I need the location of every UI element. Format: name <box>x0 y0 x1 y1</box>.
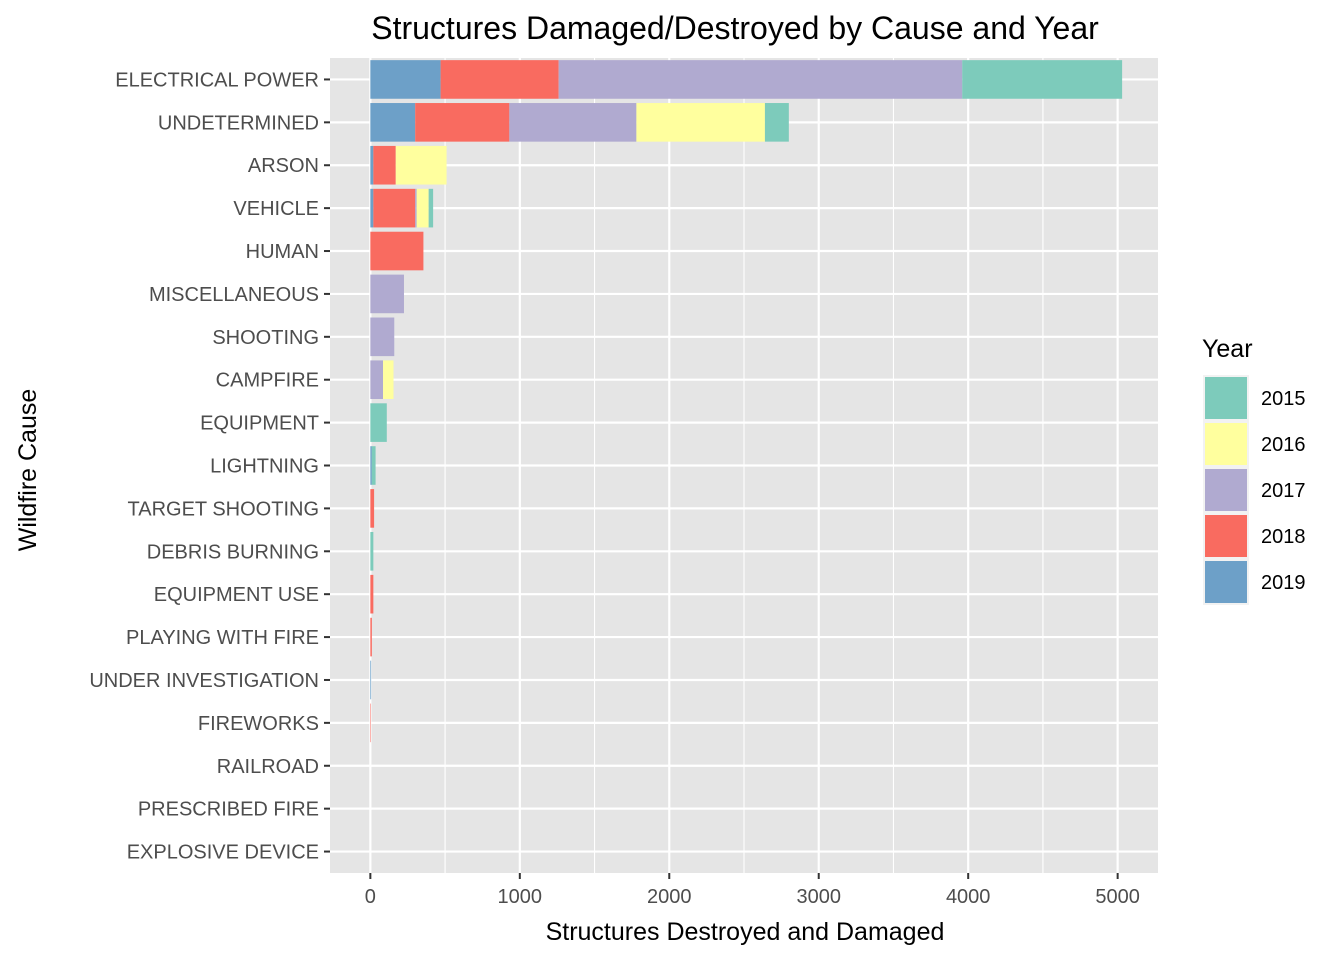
x-tick-label: 2000 <box>647 886 692 908</box>
bar-segment <box>370 531 374 571</box>
bar-segment <box>415 188 417 228</box>
y-tick-label: LIGHTNING <box>210 456 319 478</box>
bar-segment <box>370 403 387 442</box>
legend-title: Year <box>1202 335 1253 363</box>
y-tick-label: DEBRIS BURNING <box>147 541 319 563</box>
bar-segment <box>558 60 963 99</box>
x-tick-label: 5000 <box>1095 886 1140 908</box>
x-tick-label: 1000 <box>498 886 543 908</box>
bar-segment <box>370 703 371 743</box>
y-axis-title: Wildfire Cause <box>14 389 42 552</box>
legend-swatch <box>1205 423 1247 465</box>
legend-swatch <box>1205 561 1247 603</box>
bar-segment <box>370 360 384 400</box>
y-tick-label: EXPLOSIVE DEVICE <box>127 842 319 864</box>
x-axis: 0 1000 2000 3000 4000 5000 <box>365 873 1140 908</box>
bar-segment <box>395 145 447 185</box>
y-tick-label: SHOOTING <box>212 327 319 349</box>
y-axis: ELECTRICAL POWER UNDETERMINED ARSON VEHICLE… <box>89 69 330 864</box>
bar-segment <box>962 60 1123 99</box>
y-tick-label: PRESCRIBED FIRE <box>138 799 319 821</box>
legend-swatch <box>1205 469 1247 511</box>
y-tick-label: EQUIPMENT <box>200 413 319 435</box>
bar-segment <box>373 188 416 228</box>
bar-segment <box>373 145 396 185</box>
y-tick-label: TARGET SHOOTING <box>128 498 320 520</box>
legend-label: 2019 <box>1261 572 1306 594</box>
bar-segment <box>370 231 424 271</box>
bar-segment <box>428 188 434 228</box>
legend-swatch <box>1205 377 1247 419</box>
bar-segment <box>370 60 441 99</box>
bar-segment <box>370 103 416 142</box>
y-tick-label: UNDER INVESTIGATION <box>89 670 319 692</box>
x-tick-label: 0 <box>365 886 376 908</box>
legend-label: 2015 <box>1261 388 1306 410</box>
bar-segment <box>415 103 510 142</box>
y-tick-label: PLAYING WITH FIRE <box>126 627 319 649</box>
bar-segment <box>383 360 394 400</box>
legend-label: 2017 <box>1261 480 1306 502</box>
y-tick-label: MISCELLANEOUS <box>149 284 319 306</box>
bar-segment <box>370 188 374 228</box>
x-tick-label: 3000 <box>796 886 841 908</box>
y-tick-label: ARSON <box>248 155 319 177</box>
bar-segment <box>370 145 374 185</box>
x-tick-label: 4000 <box>946 886 991 908</box>
legend-swatch <box>1205 515 1247 557</box>
y-tick-label: VEHICLE <box>233 198 319 220</box>
y-tick-label: HUMAN <box>246 241 319 263</box>
y-tick-label: FIREWORKS <box>198 713 319 735</box>
bar-segment <box>370 489 375 528</box>
y-tick-label: CAMPFIRE <box>216 370 319 392</box>
bars-group <box>370 60 1123 743</box>
bar-segment <box>416 188 429 228</box>
bar-segment <box>636 103 765 142</box>
bar-segment <box>440 60 559 99</box>
bar-segment <box>370 446 372 485</box>
plot-panel <box>330 58 1158 873</box>
y-tick-label: EQUIPMENT USE <box>154 584 319 606</box>
bar-segment <box>371 446 376 485</box>
y-tick-label: ELECTRICAL POWER <box>115 69 319 91</box>
bar-segment <box>764 103 789 142</box>
bar-segment <box>370 317 395 357</box>
y-tick-label: RAILROAD <box>217 756 319 778</box>
bar-segment <box>370 617 372 657</box>
legend-label: 2018 <box>1261 526 1306 548</box>
x-axis-title: Structures Destroyed and Damaged <box>546 918 945 946</box>
bar-segment <box>370 274 404 314</box>
bar-segment <box>370 574 374 614</box>
legend: Year 2015 2016 2017 2018 2019 <box>1202 335 1306 605</box>
bar-segment <box>370 660 372 700</box>
legend-label: 2016 <box>1261 434 1306 456</box>
chart-title: Structures Damaged/Destroyed by Cause an… <box>371 10 1099 46</box>
bar-segment <box>509 103 637 142</box>
y-tick-label: UNDETERMINED <box>158 112 319 134</box>
